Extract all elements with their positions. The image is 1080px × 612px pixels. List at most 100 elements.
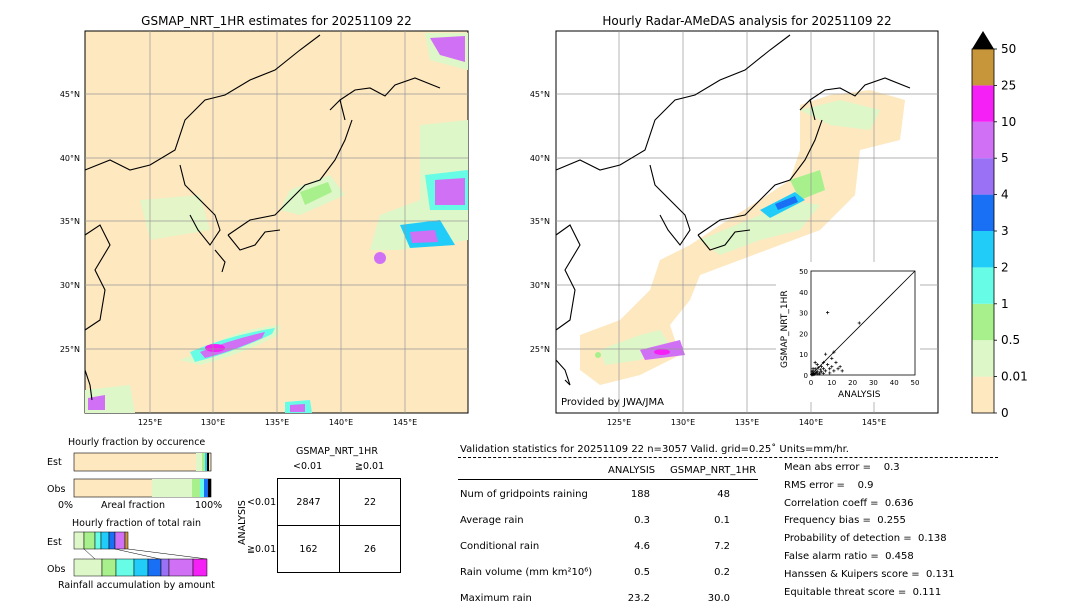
- scatter-ytick-4: 40: [799, 289, 808, 297]
- identity-line: [810, 270, 916, 376]
- svg-text:135°E: 135°E: [735, 418, 759, 427]
- left-rain-patches: [85, 33, 468, 413]
- totalrain-bars: [73, 531, 208, 577]
- scatter-point: [810, 370, 814, 374]
- svg-text:25°N: 25°N: [530, 345, 550, 354]
- scatter-point: [819, 365, 823, 369]
- score-line: Hanssen & Kuipers score = 0.131: [784, 568, 955, 580]
- colorbar-label-6: 4: [1001, 188, 1009, 202]
- occurence-obs-seg-3: [200, 479, 204, 497]
- right-grid: [556, 31, 938, 413]
- validation-header: Validation statistics for 20251109 22 n=…: [460, 444, 849, 455]
- svg-text:140°E: 140°E: [799, 418, 823, 427]
- left-lat-30: 30°N: [60, 281, 80, 290]
- stat-row-gsmap: 0.2: [714, 567, 730, 578]
- left-lon-labels: 125°E 130°E 135°E 140°E 145°E: [138, 418, 417, 427]
- stat-row-label: Average rain: [460, 515, 524, 526]
- scatter-xtick-5: 50: [911, 379, 920, 387]
- colorbar-seg-1: [972, 340, 994, 377]
- score-line: Equitable threat score = 0.111: [784, 586, 942, 598]
- svg-text:130°E: 130°E: [201, 418, 225, 427]
- score-line: Probability of detection = 0.138: [784, 533, 947, 545]
- left-coastlines: [84, 34, 441, 401]
- right-coastlines: [555, 34, 911, 386]
- left-lat-35: 35°N: [60, 217, 80, 226]
- occurence-obs-seg-5: [208, 479, 211, 497]
- contingency-row-1: <0.01: [247, 497, 277, 508]
- stat-row-analysis: 4.6: [634, 541, 650, 552]
- left-lat-labels: 45°N 40°N 35°N 30°N 25°N: [60, 90, 80, 354]
- totalrain-title: Hourly fraction of total rain: [72, 518, 201, 529]
- colorbar-label-5: 3: [1001, 224, 1009, 238]
- occurence-est-seg-2: [202, 453, 205, 471]
- colorbar-label-7: 5: [1001, 151, 1009, 165]
- colorbar-seg-0: [972, 376, 994, 413]
- contingency-col-1: <0.01: [293, 461, 323, 472]
- svg-text:30°N: 30°N: [530, 281, 550, 290]
- occurence-tick-0: 0%: [58, 500, 74, 511]
- stat-row-gsmap: 7.2: [714, 541, 730, 552]
- occurence-est-seg-1: [196, 453, 202, 471]
- scatter-point: [830, 356, 834, 360]
- colorbar-label-0: 0: [1001, 406, 1009, 420]
- scatter-point: [816, 366, 820, 370]
- score-line: RMS error = 0.9: [784, 479, 874, 491]
- scatter-point: [840, 369, 844, 373]
- colorbar-seg-7: [972, 121, 994, 159]
- colorbar-seg-9: [972, 49, 994, 86]
- stat-row-label: Conditional rain: [460, 541, 540, 552]
- svg-text:135°E: 135°E: [265, 418, 289, 427]
- cell-10: 162: [299, 544, 318, 555]
- svg-text:125°E: 125°E: [607, 418, 631, 427]
- colorbar-label-1: 0.01: [1001, 370, 1028, 384]
- occurence-est-seg-4: [207, 453, 209, 471]
- occurence-obs-seg-4: [204, 479, 208, 497]
- table-divider: [458, 479, 758, 480]
- svg-text:45°N: 45°N: [530, 90, 550, 99]
- score-line: Correlation coeff = 0.636: [784, 497, 914, 509]
- scatter-point: [821, 360, 826, 365]
- radar-credit: Provided by JWA/JMA: [561, 397, 664, 408]
- colorbar-label-9: 25: [1001, 78, 1016, 92]
- stat-row-analysis: 0.3: [634, 515, 650, 526]
- col-gsmap: GSMAP_NRT_1HR: [670, 465, 757, 476]
- header-divider: [458, 457, 998, 458]
- cell-01: 22: [363, 497, 377, 508]
- scatter-point: [828, 371, 832, 375]
- left-lat-45: 45°N: [60, 90, 80, 99]
- stat-row-label: Rain volume (mm km²10⁶): [460, 567, 593, 578]
- stat-row-gsmap: 48: [717, 489, 730, 500]
- scatter-ytick-1: 10: [799, 351, 808, 359]
- occurence-est-bar: [73, 452, 212, 472]
- totalrain-est-label: Est: [47, 537, 62, 548]
- left-map: 45°N 40°N 35°N 30°N 25°N 125°E 130°E 135°…: [60, 30, 469, 427]
- col-analysis: ANALYSIS: [608, 465, 656, 476]
- colorbar: 0 0.01 0.5 1 2 3 4 5 10 25 50: [971, 31, 1028, 420]
- scatter-plot: 00 10 10 20 20 30 30 40 40 50 50: [799, 268, 920, 387]
- score-line: False alarm ratio = 0.458: [784, 551, 914, 562]
- scatter-point: [818, 368, 822, 372]
- scatter-point: [815, 369, 819, 373]
- colorbar-seg-3: [972, 267, 994, 304]
- right-radar-coverage: [580, 90, 905, 385]
- stat-row-label: Num of gridpoints raining: [460, 489, 588, 500]
- scatter-point: [830, 365, 834, 369]
- stat-row-analysis: 23.2: [627, 593, 650, 604]
- totalrain-obs-label: Obs: [47, 564, 66, 575]
- scatter-point: [836, 367, 840, 371]
- stat-row-gsmap: 30.0: [707, 593, 730, 604]
- svg-text:125°E: 125°E: [138, 418, 162, 427]
- scatter-point: [821, 367, 826, 371]
- scatter-ytick-3: 30: [799, 310, 808, 318]
- colorbar-seg-6: [972, 158, 994, 195]
- svg-text:140°E: 140°E: [329, 418, 353, 427]
- stat-row-analysis: 0.5: [634, 567, 650, 578]
- stat-row-label: Maximum rain: [460, 593, 532, 604]
- cell-00: 2847: [296, 497, 321, 508]
- scatter-point: [813, 360, 817, 365]
- colorbar-seg-5: [972, 194, 994, 231]
- occurence-est-seg-3: [205, 453, 207, 471]
- scatter-point: [838, 365, 842, 369]
- right-lat-labels: 45°N 40°N 35°N 30°N 25°N: [530, 90, 550, 354]
- occurence-xlabel: Areal fraction: [101, 500, 166, 511]
